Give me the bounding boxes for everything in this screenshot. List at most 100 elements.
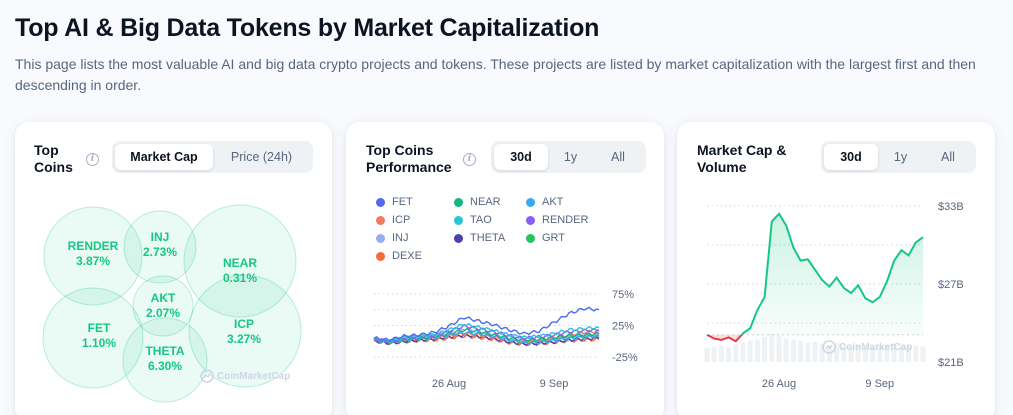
legend-label: GRT bbox=[542, 232, 566, 244]
y-tick-label: $21B bbox=[938, 357, 964, 369]
legend-label: RENDER bbox=[542, 214, 589, 226]
x-tick-label: 9 Sep bbox=[540, 378, 569, 390]
market-cap-card: Market Cap & Volume 30d 1y All $33B $27B $… bbox=[677, 122, 995, 415]
volume-bar bbox=[740, 342, 746, 362]
legend-label: ICP bbox=[392, 214, 411, 226]
bubble-label-fet[interactable]: FET 1.10% bbox=[81, 321, 117, 350]
legend-item-akt[interactable]: AKT bbox=[526, 196, 563, 208]
legend-item-grt[interactable]: GRT bbox=[526, 232, 565, 244]
top-coins-title: Top Coins bbox=[34, 142, 73, 175]
market-cap-chart: $33B $27B $21B 26 Aug 9 Sep bbox=[704, 201, 964, 390]
tab-all[interactable]: All bbox=[941, 150, 955, 164]
legend-dot-icon bbox=[376, 233, 385, 243]
bubble-render bbox=[43, 206, 143, 306]
tab-price-24h[interactable]: Price (24h) bbox=[230, 150, 293, 164]
bubble-akt bbox=[132, 275, 194, 337]
legend-item-render[interactable]: RENDER bbox=[526, 214, 588, 226]
legend-item-inj[interactable]: INJ bbox=[376, 232, 409, 244]
volume-bar bbox=[898, 344, 904, 362]
area-down bbox=[707, 334, 923, 342]
volume-bar bbox=[762, 336, 768, 362]
page-description: This page lists the most valuable AI and… bbox=[15, 56, 976, 93]
bubble-label-theta[interactable]: THETA 6.30% bbox=[145, 344, 185, 373]
tab-30d[interactable]: 30d bbox=[824, 144, 878, 170]
watermark-text: CoinMarketCap bbox=[839, 341, 913, 353]
volume-bar bbox=[848, 346, 854, 362]
x-tick-label: 9 Sep bbox=[865, 378, 894, 390]
legend-label: DEXE bbox=[392, 250, 422, 262]
bubble-icp bbox=[188, 274, 302, 388]
legend-item-icp[interactable]: ICP bbox=[376, 214, 410, 226]
volume-bar bbox=[733, 343, 739, 362]
volume-bar bbox=[769, 334, 775, 362]
bubble-label-render[interactable]: RENDER 3.87% bbox=[67, 239, 119, 268]
area-up bbox=[741, 213, 923, 335]
legend-label: THETA bbox=[470, 232, 506, 244]
legend-item-dexe[interactable]: DEXE bbox=[376, 250, 422, 262]
watermark: CoinMarketCap bbox=[200, 369, 290, 383]
bubble-inj bbox=[123, 210, 197, 284]
legend-item-tao[interactable]: TAO bbox=[454, 214, 492, 226]
legend-label: NEAR bbox=[470, 196, 501, 208]
market-cap-title: Market Cap & Volume bbox=[697, 142, 787, 175]
volume-bar bbox=[870, 347, 876, 362]
volume-bar bbox=[747, 341, 753, 362]
volume-bar bbox=[891, 343, 897, 362]
legend-item-theta[interactable]: THETA bbox=[454, 232, 505, 244]
bubble-label-inj[interactable]: INJ 2.73% bbox=[142, 230, 178, 259]
volume-bar bbox=[819, 343, 825, 362]
volume-bar bbox=[790, 339, 796, 362]
legend-item-fet[interactable]: FET bbox=[376, 196, 413, 208]
performance-chart: 75% 25% -25% 26 Aug 9 Sep bbox=[373, 289, 638, 390]
legend-dot-icon bbox=[526, 233, 535, 243]
series-line-render bbox=[373, 323, 600, 344]
volume-bar bbox=[862, 348, 868, 362]
bubble-label-icp[interactable]: ICP 3.27% bbox=[226, 317, 262, 346]
volume-bar bbox=[798, 341, 804, 362]
tab-1y[interactable]: 1y bbox=[563, 150, 578, 164]
legend-label: AKT bbox=[542, 196, 564, 208]
bubble-label-akt[interactable]: AKT 2.07% bbox=[145, 291, 181, 320]
tab-30d[interactable]: 30d bbox=[494, 144, 548, 170]
coinmarketcap-logo-icon bbox=[822, 340, 836, 354]
volume-bar bbox=[884, 345, 890, 362]
page-title: Top AI & Big Data Tokens by Market Capit… bbox=[15, 14, 600, 42]
volume-bar bbox=[812, 341, 818, 362]
legend-item-near[interactable]: NEAR bbox=[454, 196, 501, 208]
bubble-theta bbox=[122, 317, 208, 403]
x-tick-label: 26 Aug bbox=[432, 378, 466, 390]
volume-bar bbox=[783, 338, 789, 362]
watermark-text: CoinMarketCap bbox=[217, 370, 291, 382]
legend-label: FET bbox=[392, 196, 413, 208]
legend-dot-icon bbox=[454, 215, 463, 225]
bubble-label-near[interactable]: NEAR 0.31% bbox=[222, 256, 258, 285]
tab-1y[interactable]: 1y bbox=[893, 150, 908, 164]
legend-dot-icon bbox=[376, 251, 385, 261]
y-tick-label: -25% bbox=[612, 352, 638, 364]
volume-bar bbox=[754, 339, 760, 362]
info-icon[interactable]: i bbox=[463, 153, 476, 166]
performance-range-tabs: 30d 1y All bbox=[491, 141, 646, 173]
volume-bar bbox=[776, 335, 782, 362]
top-coins-card: Top Coins i Market Cap Price (24h) RENDE… bbox=[15, 122, 332, 415]
volume-bar bbox=[726, 348, 732, 362]
legend-label: INJ bbox=[392, 232, 409, 244]
y-tick-label: 75% bbox=[612, 289, 634, 301]
volume-bar bbox=[718, 345, 724, 362]
volume-bar bbox=[855, 345, 861, 362]
tab-market-cap[interactable]: Market Cap bbox=[115, 144, 213, 170]
market-cap-range-tabs: 30d 1y All bbox=[821, 141, 976, 173]
market-cap-line-up bbox=[707, 212, 924, 335]
volume-bar bbox=[834, 342, 840, 362]
y-tick-label: $33B bbox=[938, 201, 964, 213]
volume-bar bbox=[913, 345, 919, 362]
legend-dot-icon bbox=[376, 215, 385, 225]
info-icon[interactable]: i bbox=[86, 153, 99, 166]
volume-bar bbox=[711, 346, 717, 362]
performance-card: Top Coins Performance i 30d 1y All FET NE… bbox=[346, 122, 664, 415]
watermark: CoinMarketCap bbox=[822, 340, 912, 354]
series-line-akt bbox=[373, 330, 600, 346]
tab-all[interactable]: All bbox=[611, 150, 625, 164]
volume-bar bbox=[906, 345, 912, 362]
volume-bar bbox=[704, 348, 710, 362]
